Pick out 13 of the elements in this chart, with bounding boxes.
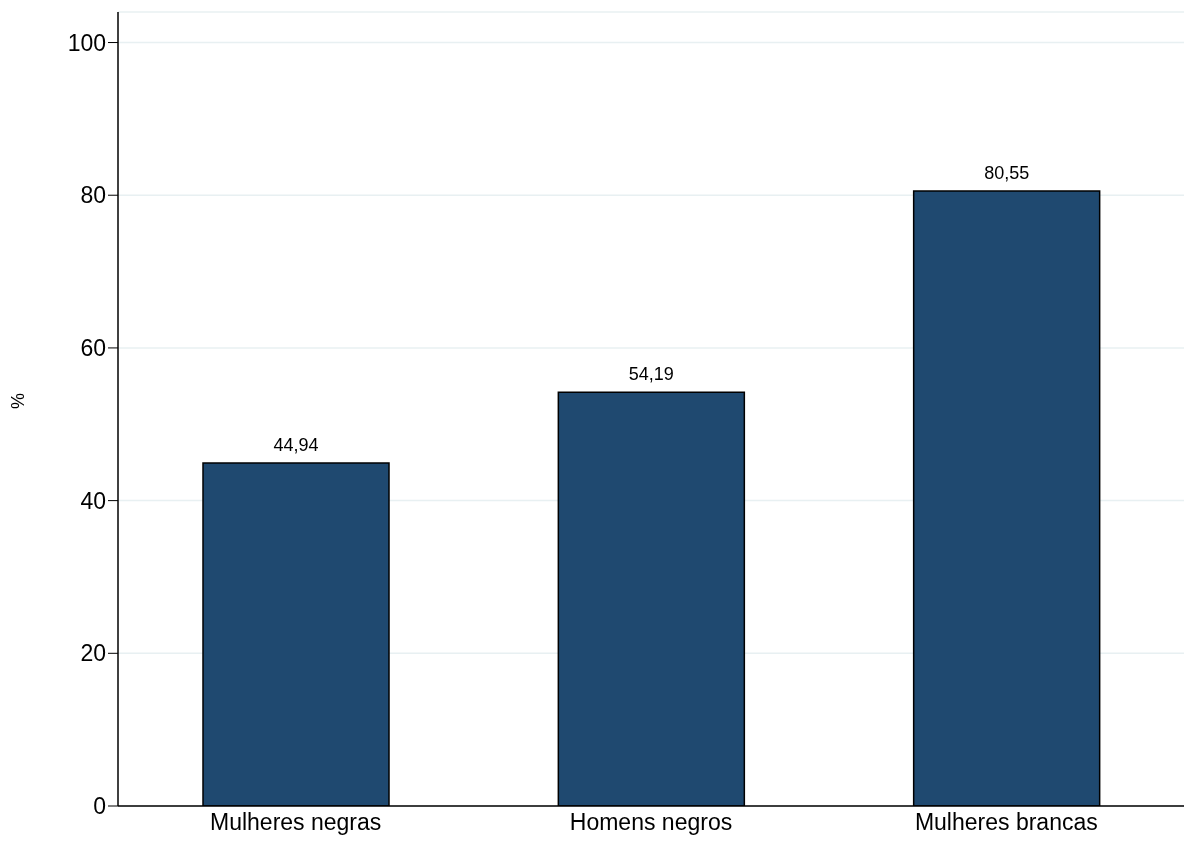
y-tick-label: 20 [80,640,106,667]
x-tick-label: Homens negros [569,809,733,836]
data-label: 44,94 [273,434,319,455]
x-tick-label: Mulheres brancas [914,809,1098,836]
y-tick-label: 100 [67,29,106,56]
data-label: 54,19 [628,364,674,385]
y-tick-label: 80 [80,182,106,209]
x-tick-label: Mulheres negras [210,809,382,836]
y-tick-label: 0 [93,793,106,820]
y-axis-title: % [8,392,29,409]
y-tick-label: 60 [80,335,106,362]
y-tick-label: 40 [80,487,106,514]
data-label: 80,55 [984,163,1030,184]
